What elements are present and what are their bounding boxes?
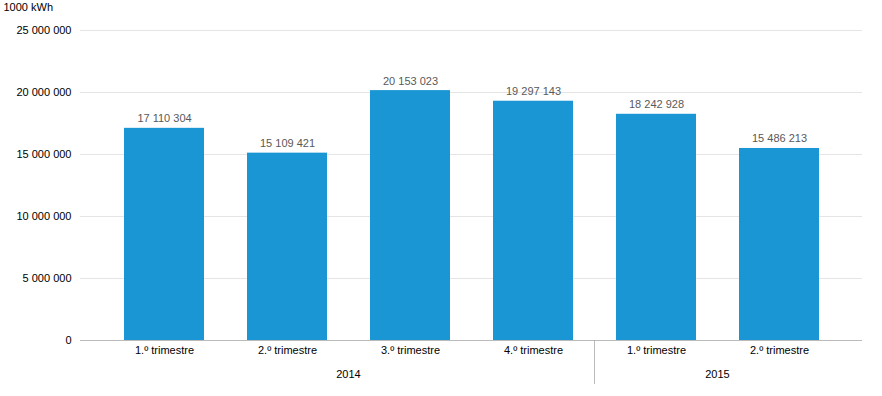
svg-text:15 000 000: 15 000 000: [16, 148, 71, 160]
svg-text:1.º trimestre: 1.º trimestre: [627, 344, 686, 356]
svg-text:0: 0: [65, 334, 71, 346]
svg-text:19 297 143: 19 297 143: [506, 85, 561, 97]
svg-text:2.º trimestre: 2.º trimestre: [750, 344, 809, 356]
svg-text:17 110 304: 17 110 304: [137, 112, 191, 124]
svg-text:20 153 023: 20 153 023: [383, 75, 438, 87]
svg-text:1.º trimestre: 1.º trimestre: [135, 344, 194, 356]
svg-text:10 000 000: 10 000 000: [16, 210, 71, 222]
svg-text:1000 kWh: 1000 kWh: [4, 1, 54, 13]
svg-text:15 109 421: 15 109 421: [260, 137, 315, 149]
svg-text:25 000 000: 25 000 000: [16, 24, 71, 36]
svg-text:4.º trimestre: 4.º trimestre: [504, 344, 563, 356]
svg-text:2.º trimestre: 2.º trimestre: [258, 344, 317, 356]
svg-text:18 242 928: 18 242 928: [629, 98, 684, 110]
svg-text:3.º trimestre: 3.º trimestre: [381, 344, 440, 356]
svg-text:20 000 000: 20 000 000: [16, 86, 71, 98]
svg-text:2014: 2014: [336, 368, 360, 380]
svg-text:15 486 213: 15 486 213: [752, 132, 807, 144]
svg-text:2015: 2015: [705, 368, 729, 380]
svg-text:5 000 000: 5 000 000: [23, 272, 72, 284]
